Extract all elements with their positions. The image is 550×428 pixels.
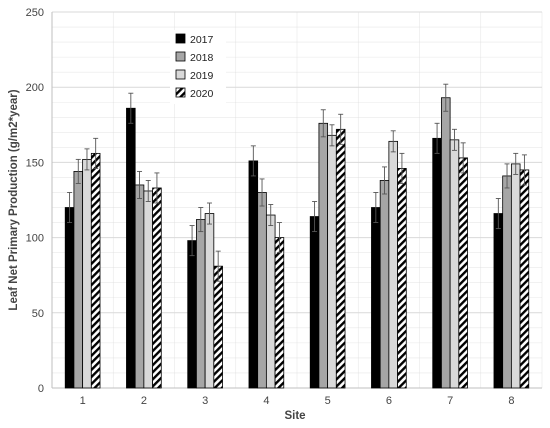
bar-2018-site-6: [379, 180, 390, 389]
legend-label-2017: 2017: [190, 34, 214, 46]
x-tick-label: 3: [202, 395, 208, 407]
x-tick-label: 1: [80, 395, 86, 407]
gridlines: [51, 11, 543, 389]
legend: 2017 2018 2019 2020: [170, 30, 226, 104]
legend-label-2020: 2020: [190, 88, 214, 100]
y-tick-label: 250: [26, 7, 44, 19]
legend-label-2019: 2019: [190, 70, 214, 82]
bar-2019-site-5: [327, 134, 337, 389]
y-tick-label: 50: [32, 308, 44, 320]
bar-2019-site-8: [510, 163, 521, 389]
y-tick-label: 150: [26, 157, 44, 169]
x-tick-label: 4: [263, 395, 269, 407]
y-axis-title: Leaf Net Primary Production (g/m2*year): [8, 89, 20, 310]
bar-2020-site-3: [213, 265, 223, 389]
bar-2018-site-8: [502, 175, 512, 389]
bar-2017-site-6: [371, 207, 381, 389]
bar-2017-site-2: [126, 107, 136, 389]
bar-2020-site-7: [458, 157, 468, 389]
bar-2019-site-7: [449, 139, 460, 389]
tick-labels: 0 50 100 150 200 250 1 2 3 4 5 6 7 8: [26, 7, 515, 407]
bar-2017-site-1: [64, 207, 75, 389]
legend-swatch-2019: [175, 69, 186, 80]
bar-2017-site-5: [309, 216, 320, 389]
bar-2018-site-4: [257, 192, 267, 389]
bar-2019-site-1: [82, 158, 92, 389]
bars: [64, 97, 530, 389]
bar-2019-site-6: [388, 140, 398, 389]
x-tick-label: 8: [508, 395, 514, 407]
legend-swatch-2020: [175, 87, 186, 98]
bar-2020-site-2: [152, 187, 162, 389]
x-tick-label: 2: [141, 395, 147, 407]
y-tick-label: 200: [26, 82, 44, 94]
y-tick-label: 100: [26, 233, 44, 245]
bar-2019-site-2: [143, 190, 153, 389]
bar-2017-site-3: [187, 240, 197, 389]
bar-2017-site-7: [432, 137, 442, 389]
bar-2018-site-1: [73, 171, 84, 389]
x-tick-label: 6: [386, 395, 392, 407]
y-tick-label: 0: [38, 383, 44, 395]
bar-2020-site-5: [335, 128, 346, 389]
x-tick-label: 5: [325, 395, 331, 407]
bar-2020-site-6: [397, 168, 407, 389]
bar-2018-site-3: [196, 219, 206, 389]
x-axis-title: Site: [284, 410, 305, 422]
bar-2020-site-1: [90, 152, 101, 389]
legend-swatch-2018: [175, 51, 186, 62]
legend-label-2018: 2018: [190, 52, 214, 64]
bar-2018-site-2: [134, 184, 145, 389]
bar-2020-site-4: [274, 237, 285, 389]
bar-2017-site-8: [493, 213, 504, 389]
bar-2019-site-4: [265, 214, 276, 389]
bar-2017-site-4: [248, 160, 259, 389]
bar-2018-site-7: [441, 97, 451, 389]
bar-2019-site-3: [204, 213, 215, 389]
bar-2020-site-8: [519, 169, 530, 389]
legend-swatch-2017: [175, 33, 186, 44]
x-tick-label: 7: [447, 395, 453, 407]
bar-2018-site-5: [318, 122, 329, 389]
error-bars: [67, 83, 527, 282]
